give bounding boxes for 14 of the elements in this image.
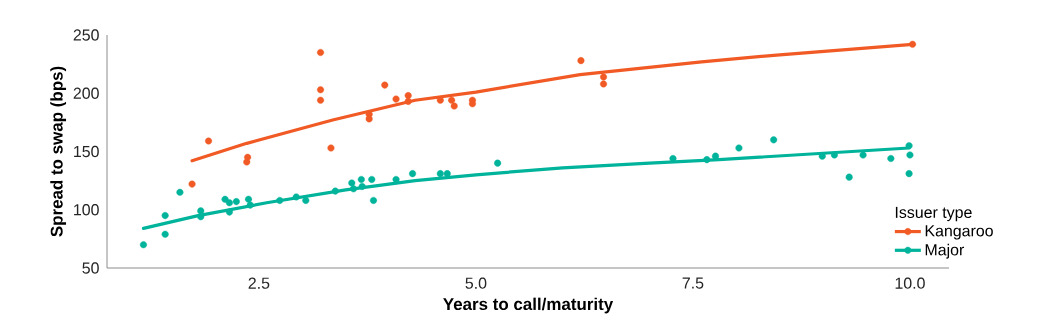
x-tick-label: 10.0: [895, 277, 925, 289]
y-axis-title: Spread to swap (bps): [50, 66, 67, 237]
y-tick-label: 50: [82, 262, 99, 274]
x-tick-label: 2.5: [248, 277, 270, 289]
legend-title: Issuer type: [895, 206, 972, 222]
x-tick-label: 5.0: [465, 277, 487, 289]
y-tick-label: 100: [74, 204, 99, 216]
x-axis-title: Years to call/maturity: [443, 297, 614, 314]
legend-label: Major: [925, 243, 965, 259]
x-tick-label: 7.5: [682, 277, 704, 289]
y-tick-label: 250: [73, 29, 99, 41]
y-tick-label: 200: [73, 87, 99, 99]
legend-label: Kangaroo: [925, 225, 993, 240]
y-tick-label: 150: [74, 145, 99, 158]
